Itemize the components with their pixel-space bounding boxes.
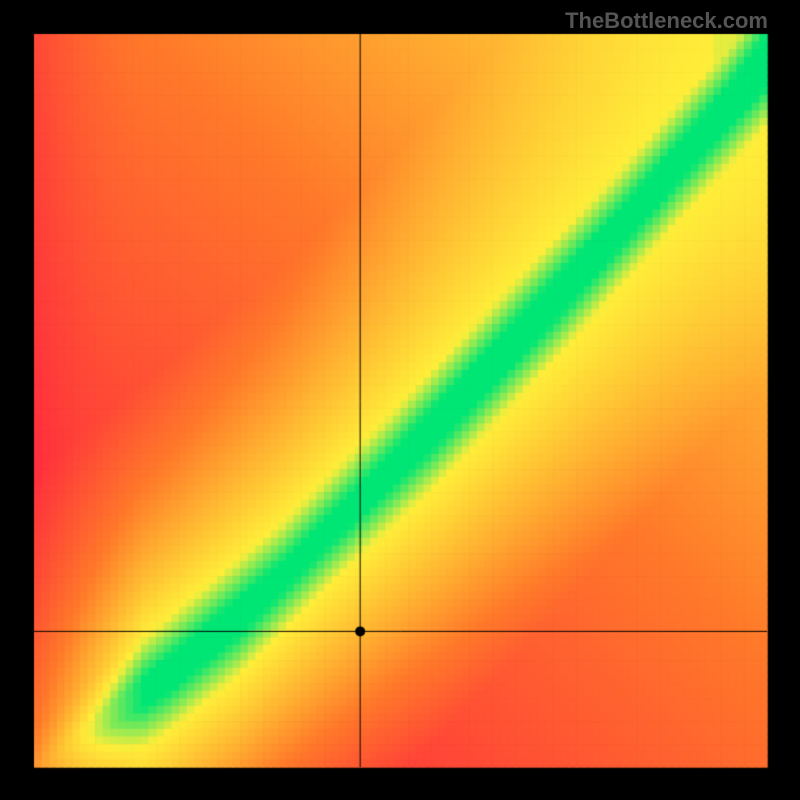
chart-container: TheBottleneck.com <box>0 0 800 800</box>
watermark-text: TheBottleneck.com <box>565 8 768 34</box>
bottleneck-heatmap <box>0 0 800 800</box>
